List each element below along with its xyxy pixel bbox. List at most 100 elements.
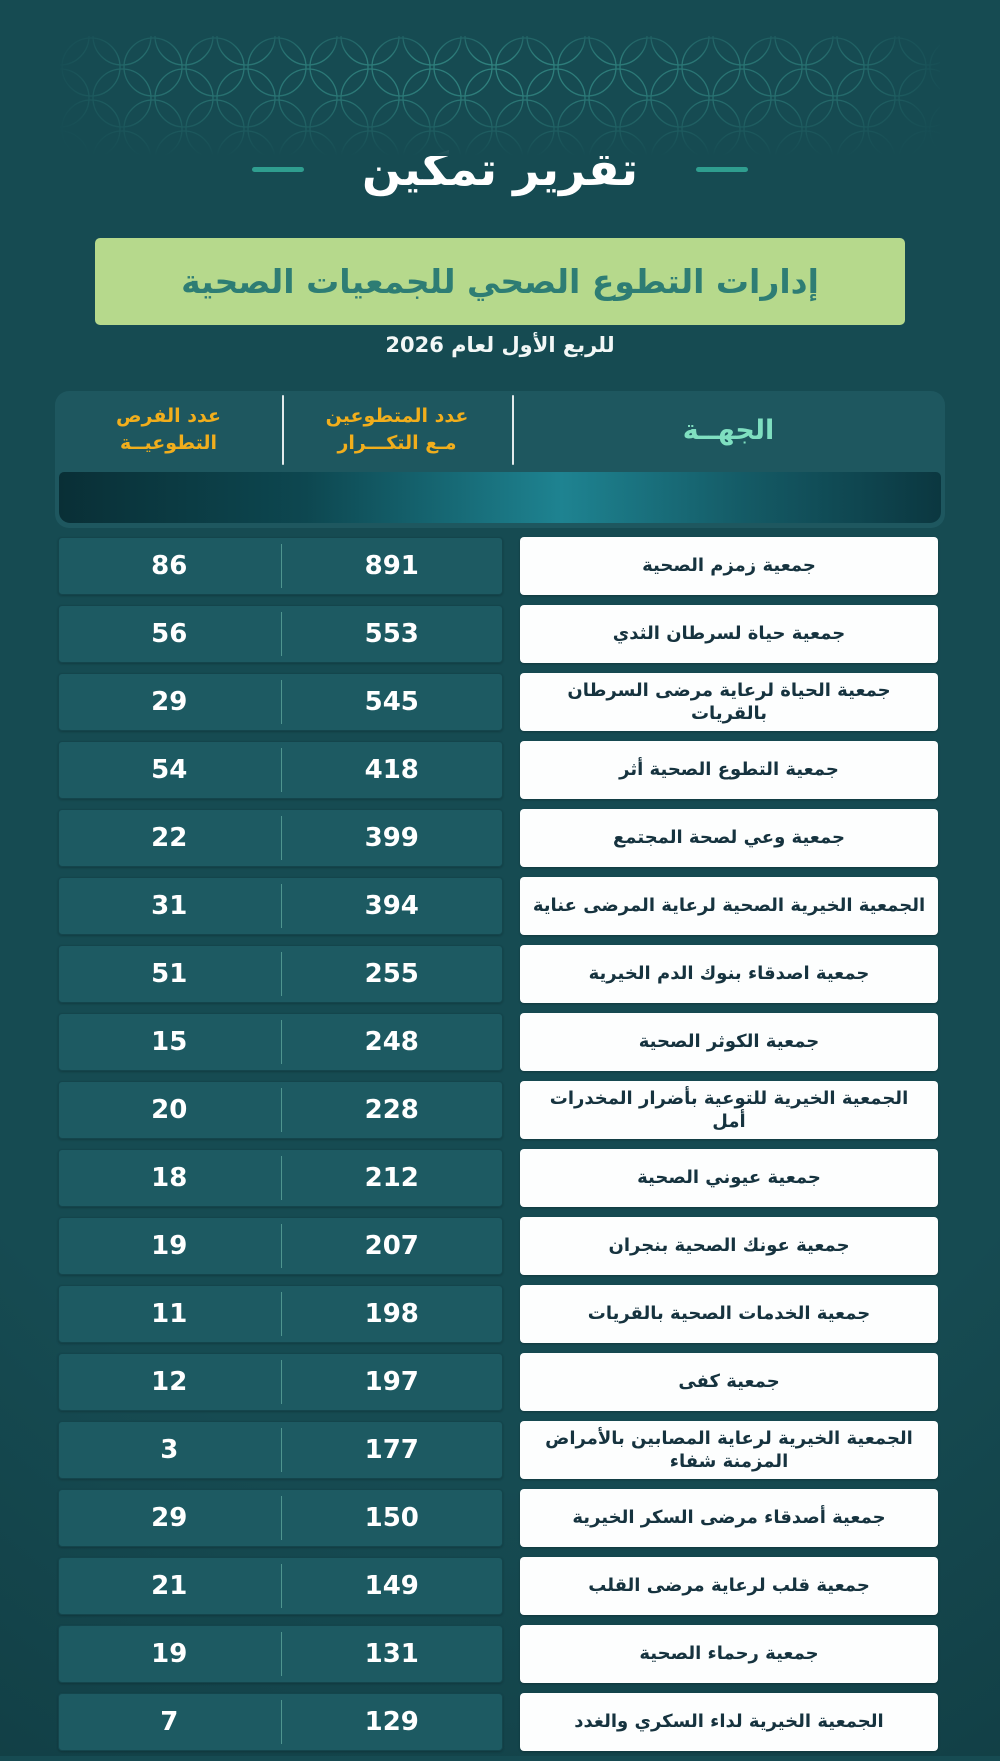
entity-cell: جمعية قلب لرعاية مرضى القلب: [520, 1557, 938, 1615]
column-header-entity: الجهــة: [682, 414, 775, 446]
table-row: جمعية التطوع الصحية أثر 418 54: [58, 741, 938, 799]
pattern-fade-overlay: [60, 36, 940, 156]
entity-cell: جمعية التطوع الصحية أثر: [520, 741, 938, 799]
entity-name: جمعية زمزم الصحية: [642, 555, 816, 577]
entity-cell: جمعية عيوني الصحية: [520, 1149, 938, 1207]
opportunities-value: 12: [151, 1367, 188, 1397]
entity-name: الجمعية الخيرية لداء السكري والغدد: [574, 1711, 884, 1733]
numbers-cell: 177 3: [58, 1421, 503, 1479]
entity-cell: جمعية الحياة لرعاية مرضى السرطان بالقريا…: [520, 673, 938, 731]
entity-name: الجمعية الخيرية لرعاية المصابين بالأمراض…: [545, 1427, 913, 1472]
numbers-cell: 255 51: [58, 945, 503, 1003]
table-row: جمعية أصدقاء مرضى السكر الخيرية 150 29: [58, 1489, 938, 1547]
entity-name: جمعية الحياة لرعاية مرضى السرطان بالقريا…: [567, 679, 891, 724]
table-row: جمعية عونك الصحية بنجران 207 19: [58, 1217, 938, 1275]
table-row: جمعية عيوني الصحية 212 18: [58, 1149, 938, 1207]
header-divider-entity-volunteers: [512, 395, 514, 465]
entity-name: جمعية اصدقاء بنوك الدم الخيرية: [588, 963, 870, 985]
column-header-opportunities-line2: التطوعيــة: [119, 432, 218, 454]
entity-cell: جمعية الخدمات الصحية بالقريات: [520, 1285, 938, 1343]
numbers-cell: 197 12: [58, 1353, 503, 1411]
volunteers-value: 129: [364, 1707, 419, 1737]
opportunities-value: 22: [151, 823, 188, 853]
opportunities-value: 29: [151, 687, 188, 717]
volunteers-value: 149: [364, 1571, 419, 1601]
opportunities-value: 54: [151, 755, 188, 785]
opportunities-value: 18: [151, 1163, 188, 1193]
entity-cell: جمعية وعي لصحة المجتمع: [520, 809, 938, 867]
numbers-cell: 207 19: [58, 1217, 503, 1275]
table-rows: جمعية زمزم الصحية 891 86 جمعية حياة لسرط…: [58, 537, 938, 1761]
table-row: جمعية زمزم الصحية 891 86: [58, 537, 938, 595]
entity-cell: الجمعية الخيرية للتوعية بأضرار المخدرات …: [520, 1081, 938, 1139]
numbers-cell: 198 11: [58, 1285, 503, 1343]
column-header-volunteers: عدد المتطوعين مـع التكـــرار: [282, 403, 512, 456]
entity-cell: جمعية حياة لسرطان الثدي: [520, 605, 938, 663]
entity-cell: جمعية زمزم الصحية: [520, 537, 938, 595]
volunteers-value: 248: [364, 1027, 419, 1057]
numbers-cell: 228 20: [58, 1081, 503, 1139]
table-row: جمعية رحماء الصحية 131 19: [58, 1625, 938, 1683]
entity-name: جمعية الخدمات الصحية بالقريات: [587, 1303, 871, 1325]
entity-name: الجمعية الخيرية للتوعية بأضرار المخدرات …: [549, 1087, 909, 1132]
table-header-labels: الجهــة عدد المتطوعين مـع التكـــرار عدد…: [55, 391, 945, 469]
numbers-cell: 129 7: [58, 1693, 503, 1751]
opportunities-value: 51: [151, 959, 188, 989]
entity-name: جمعية رحماء الصحية: [639, 1643, 819, 1665]
entity-cell: الجمعية الخيرية لرعاية المصابين بالأمراض…: [520, 1421, 938, 1479]
volunteers-value: 197: [364, 1367, 419, 1397]
numbers-cell: 131 19: [58, 1625, 503, 1683]
entity-name: جمعية أصدقاء مرضى السكر الخيرية: [572, 1507, 886, 1529]
numbers-cell: 248 15: [58, 1013, 503, 1071]
entity-name: جمعية قلب لرعاية مرضى القلب: [588, 1575, 870, 1597]
entity-name: جمعية حياة لسرطان الثدي: [612, 623, 846, 645]
numbers-cell: 212 18: [58, 1149, 503, 1207]
opportunities-value: 11: [151, 1299, 188, 1329]
column-header-opportunities: عدد الفرص التطوعيــة: [55, 403, 282, 456]
table-header-panel: الجهــة عدد المتطوعين مـع التكـــرار عدد…: [55, 391, 945, 528]
entity-name: جمعية كفى: [678, 1371, 780, 1393]
volunteers-value: 394: [364, 891, 419, 921]
entity-name: جمعية التطوع الصحية أثر: [619, 759, 839, 781]
volunteers-value: 399: [364, 823, 419, 853]
opportunities-value: 56: [151, 619, 188, 649]
table-row: جمعية وعي لصحة المجتمع 399 22: [58, 809, 938, 867]
opportunities-value: 31: [151, 891, 188, 921]
volunteers-value: 207: [364, 1231, 419, 1261]
table-row: جمعية قلب لرعاية مرضى القلب 149 21: [58, 1557, 938, 1615]
volunteers-value: 228: [364, 1095, 419, 1125]
volunteers-value: 545: [364, 687, 419, 717]
volunteers-value: 255: [364, 959, 419, 989]
column-header-opportunities-line1: عدد الفرص: [115, 405, 222, 428]
volunteers-value: 553: [364, 619, 419, 649]
table-row: جمعية الكوثر الصحية 248 15: [58, 1013, 938, 1071]
table-row: جمعية كفى 197 12: [58, 1353, 938, 1411]
entity-cell: الجمعية الخيرية لداء السكري والغدد: [520, 1693, 938, 1751]
opportunities-value: 19: [151, 1231, 188, 1261]
numbers-cell: 394 31: [58, 877, 503, 935]
volunteers-value: 177: [364, 1435, 419, 1465]
volunteers-value: 418: [364, 755, 419, 785]
volunteers-value: 891: [364, 551, 419, 581]
volunteers-value: 131: [364, 1639, 419, 1669]
entity-cell: جمعية أصدقاء مرضى السكر الخيرية: [520, 1489, 938, 1547]
volunteers-value: 150: [364, 1503, 419, 1533]
column-header-volunteers-line2: مـع التكـــرار: [337, 432, 457, 454]
table-row: الجمعية الخيرية لرعاية المصابين بالأمراض…: [58, 1421, 938, 1479]
header-divider-volunteers-opportunities: [282, 395, 284, 465]
entity-cell: الجمعية الخيرية الصحية لرعاية المرضى عنا…: [520, 877, 938, 935]
numbers-cell: 149 21: [58, 1557, 503, 1615]
volunteers-value: 212: [364, 1163, 419, 1193]
entity-name: جمعية عونك الصحية بنجران: [608, 1235, 850, 1257]
numbers-cell: 150 29: [58, 1489, 503, 1547]
table-row: جمعية الحياة لرعاية مرضى السرطان بالقريا…: [58, 673, 938, 731]
entity-cell: جمعية رحماء الصحية: [520, 1625, 938, 1683]
entity-name: جمعية الكوثر الصحية: [638, 1031, 820, 1053]
volunteers-value: 198: [364, 1299, 419, 1329]
opportunities-value: 29: [151, 1503, 188, 1533]
header-gradient-band: [59, 472, 941, 523]
title-dash-right: [695, 166, 748, 172]
numbers-cell: 399 22: [58, 809, 503, 867]
title-dash-left: [252, 166, 305, 172]
